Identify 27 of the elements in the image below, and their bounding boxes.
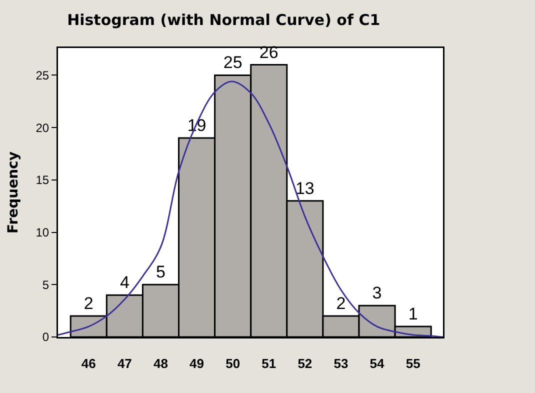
x-tick-label: 53 <box>334 356 348 372</box>
chart-title: Histogram (with Normal Curve) of C1 <box>67 10 380 29</box>
y-tick-label: 10 <box>36 225 50 240</box>
y-tick-label: 20 <box>36 120 50 135</box>
y-tick-label: 5 <box>42 278 50 292</box>
y-axis-title: Frequency <box>6 152 22 234</box>
x-tick-label: 52 <box>298 356 312 372</box>
data-label: 3 <box>372 284 382 303</box>
y-tick-label: 25 <box>36 68 50 82</box>
data-label: 4 <box>120 273 130 292</box>
y-tick-label: 0 <box>42 330 50 344</box>
x-tick-label: 48 <box>154 356 168 372</box>
x-tick-label: 55 <box>406 356 420 372</box>
data-label: 1 <box>408 304 418 324</box>
line-series <box>58 80 443 337</box>
data-label: 2 <box>84 294 94 314</box>
x-tick-label: 49 <box>190 356 204 372</box>
x-tick-label: 51 <box>262 356 276 372</box>
x-tick-label: 50 <box>226 356 240 372</box>
data-label: 13 <box>295 178 314 198</box>
data-label: 25 <box>223 53 242 72</box>
data-label: 2 <box>336 294 346 314</box>
x-tick-label: 46 <box>81 356 96 372</box>
x-tick-label: 47 <box>117 356 132 372</box>
y-tick-label: 15 <box>36 173 50 188</box>
data-label: 5 <box>156 262 166 282</box>
x-tick-label: 54 <box>370 356 386 372</box>
